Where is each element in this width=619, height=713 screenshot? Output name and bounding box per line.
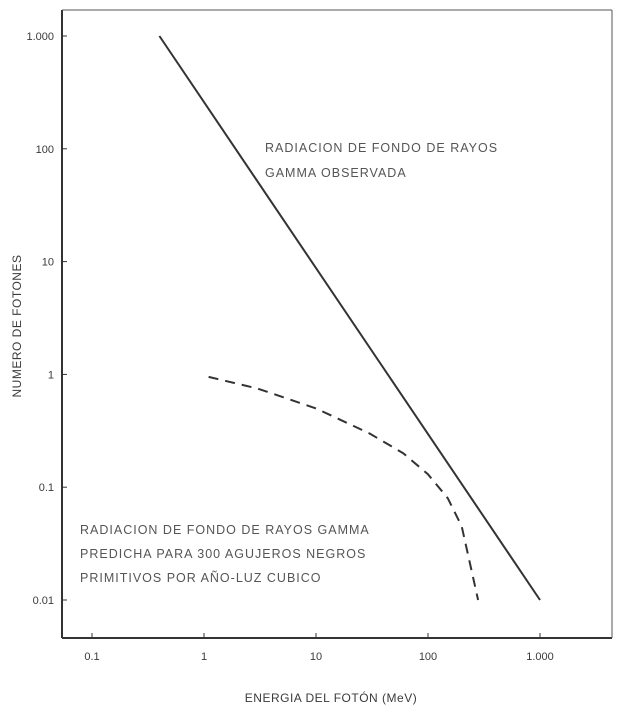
x-tick-label: 100	[419, 651, 437, 663]
x-axis-title: ENERGIA DEL FOTÓN (MeV)	[245, 690, 417, 705]
annotation-line: PREDICHA PARA 300 AGUJEROS NEGROS	[80, 547, 366, 561]
plot-frame	[61, 9, 613, 639]
x-tick-label: 1.000	[526, 651, 554, 663]
axis-ticks: 0.1 1 10 100 1.000 0.01 0.1 1 10 100 1.000	[26, 31, 553, 663]
y-tick-label: 0.1	[39, 482, 54, 494]
annotations: RADIACION DE FONDO DE RAYOS GAMMA OBSERVA…	[80, 141, 498, 585]
predicted-series-line	[208, 375, 480, 601]
y-tick-label: 1.000	[26, 31, 54, 43]
y-tick-label: 100	[36, 144, 54, 156]
y-tick-label: 10	[42, 257, 54, 269]
x-tick-label: 10	[310, 651, 322, 663]
series-layer	[158, 35, 541, 601]
annotation-line: PRIMITIVOS POR AÑO-LUZ CUBICO	[80, 571, 322, 585]
x-tick-label: 0.1	[84, 651, 99, 663]
annotation-line: RADIACION DE FONDO DE RAYOS GAMMA	[80, 523, 370, 537]
y-tick-label: 0.01	[33, 595, 54, 607]
observed-series-line	[158, 35, 541, 601]
y-axis-title: NUMERO DE FOTONES	[10, 255, 24, 398]
annotation-line: RADIACION DE FONDO DE RAYOS	[265, 141, 498, 155]
x-tick-label: 1	[201, 651, 207, 663]
annotation-line: GAMMA OBSERVADA	[265, 166, 407, 180]
y-tick-label: 1	[48, 369, 54, 381]
